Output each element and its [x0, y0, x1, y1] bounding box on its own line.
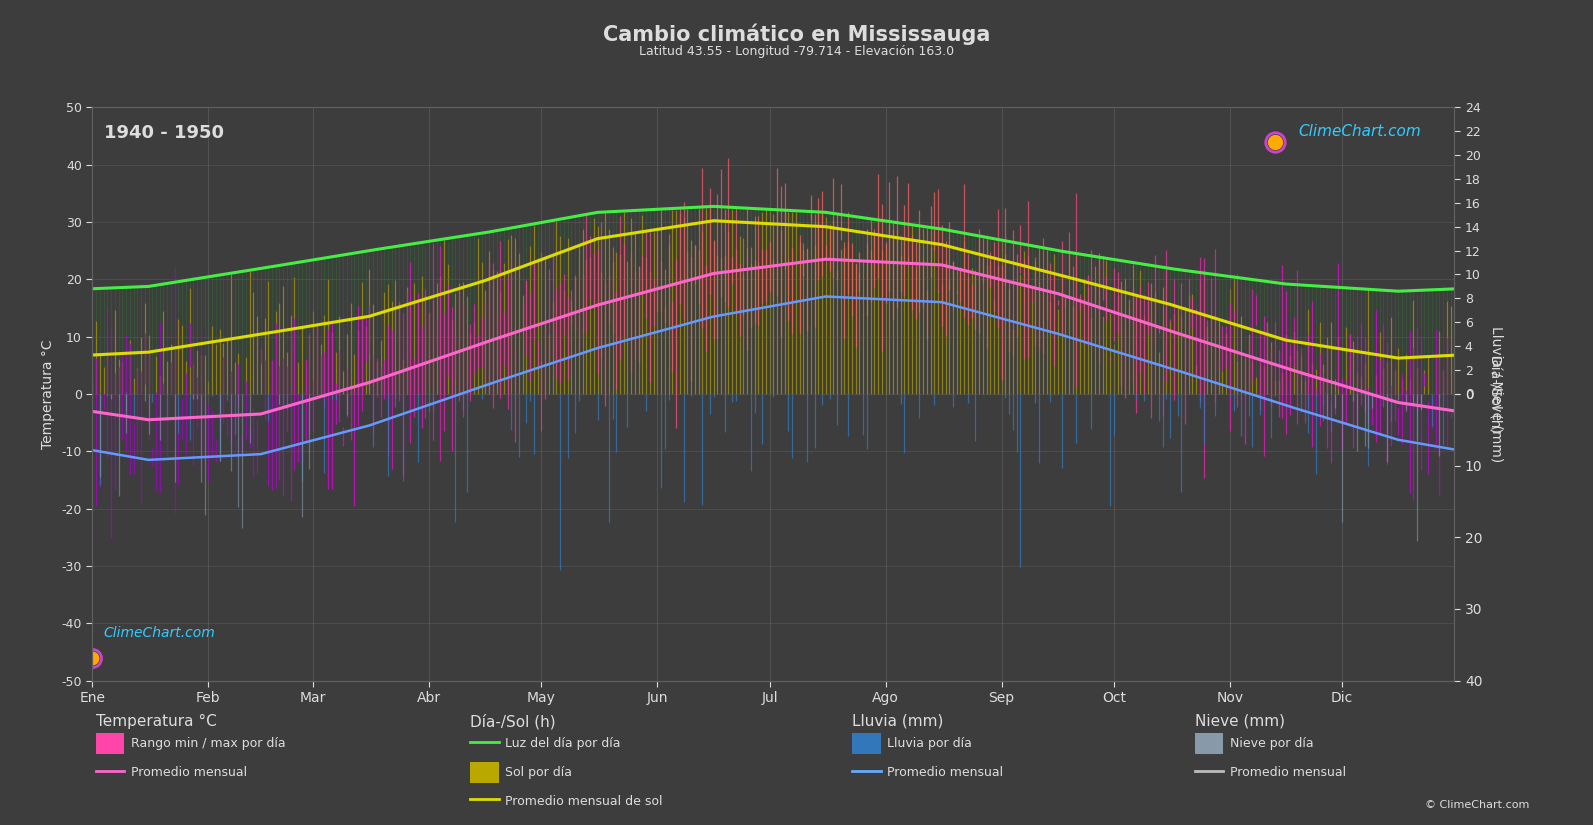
Text: Promedio mensual de sol: Promedio mensual de sol — [505, 794, 663, 808]
Text: Promedio mensual: Promedio mensual — [1230, 766, 1346, 779]
Y-axis label: Lluvia / Nieve (mm): Lluvia / Nieve (mm) — [1489, 326, 1504, 462]
Text: Cambio climático en Mississauga: Cambio climático en Mississauga — [602, 23, 991, 45]
Text: ClimeChart.com: ClimeChart.com — [1298, 125, 1421, 139]
Text: © ClimeChart.com: © ClimeChart.com — [1424, 800, 1529, 810]
Text: Sol por día: Sol por día — [505, 766, 572, 779]
Y-axis label: Temperatura °C: Temperatura °C — [40, 339, 54, 449]
Text: Lluvia por día: Lluvia por día — [887, 737, 972, 750]
Text: Nieve (mm): Nieve (mm) — [1195, 714, 1284, 728]
Text: 1940 - 1950: 1940 - 1950 — [104, 125, 223, 143]
Text: Temperatura °C: Temperatura °C — [96, 714, 217, 728]
Text: Rango min / max por día: Rango min / max por día — [131, 737, 285, 750]
Text: Promedio mensual: Promedio mensual — [131, 766, 247, 779]
Text: Día-/Sol (h): Día-/Sol (h) — [470, 714, 556, 729]
Text: Latitud 43.55 - Longitud -79.714 - Elevación 163.0: Latitud 43.55 - Longitud -79.714 - Eleva… — [639, 45, 954, 59]
Text: Luz del día por día: Luz del día por día — [505, 737, 621, 750]
Text: Nieve por día: Nieve por día — [1230, 737, 1313, 750]
Text: Lluvia (mm): Lluvia (mm) — [852, 714, 943, 728]
Text: Promedio mensual: Promedio mensual — [887, 766, 1004, 779]
Y-axis label: Día-/Sol (h): Día-/Sol (h) — [1488, 355, 1502, 433]
Text: ClimeChart.com: ClimeChart.com — [104, 626, 215, 640]
